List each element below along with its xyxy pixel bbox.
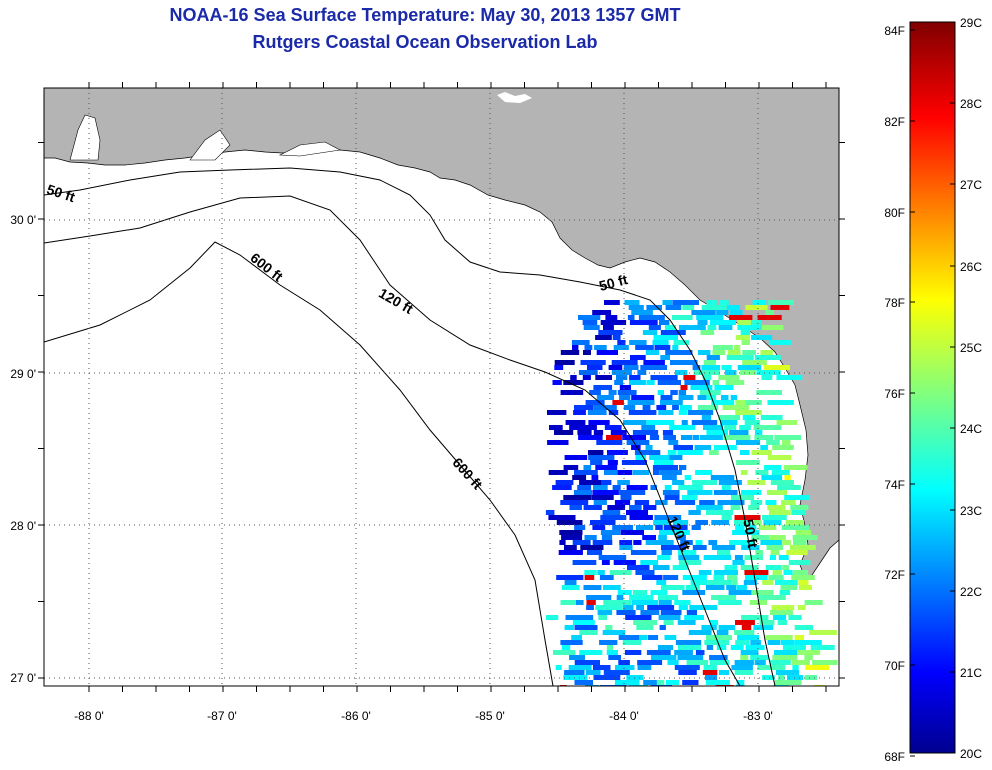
axis-ticks (38, 82, 845, 692)
contour-label: 50 ft (740, 518, 761, 549)
colorbar-c-label: 27C (960, 178, 982, 192)
contour-50ft (44, 167, 776, 686)
map-frame (43, 87, 840, 687)
colorbar-c-label: 21C (960, 666, 982, 680)
colorbar-c-label: 25C (960, 341, 982, 355)
colorbar-f-label: 70F (884, 659, 905, 673)
colorbar-ticks (910, 21, 955, 757)
colorbar-c-label: 26C (960, 260, 982, 274)
lon-label: -86 0' (341, 709, 371, 723)
contour-120ft (44, 195, 741, 686)
colorbar-f-label: 82F (884, 115, 905, 129)
colorbar-c-label: 29C (960, 16, 982, 30)
colorbar-fahrenheit: 84F 82F 80F 78F 76F 74F 72F 70F 68F (884, 24, 905, 764)
lat-label: 30 0' (10, 213, 36, 227)
colorbar-f-label: 78F (884, 296, 905, 310)
bay (189, 129, 231, 161)
lon-label: -85 0' (475, 709, 505, 723)
colorbar-f-label: 74F (884, 478, 905, 492)
contour-label: 50 ft (597, 271, 629, 294)
colorbar-f-label: 84F (884, 24, 905, 38)
colorbar-f-label: 68F (884, 750, 905, 764)
lon-label: -84 0' (609, 709, 639, 723)
lake (497, 92, 532, 103)
colorbar-f-label: 76F (884, 387, 905, 401)
colorbar (909, 21, 956, 754)
colorbar-celsius: 29C 28C 27C 26C 25C 24C 23C 22C 21C 20C (960, 16, 982, 761)
colorbar-f-label: 80F (884, 206, 905, 220)
colorbar-c-label: 20C (960, 747, 982, 761)
lon-label: -87 0' (207, 709, 237, 723)
lat-label: 28 0' (10, 519, 36, 533)
lat-label: 29 0' (10, 367, 36, 381)
colorbar-f-label: 72F (884, 568, 905, 582)
colorbar-c-label: 23C (960, 504, 982, 518)
colorbar-c-label: 28C (960, 97, 982, 111)
map-subtitle: Rutgers Coastal Ocean Observation Lab (252, 32, 598, 52)
contour-600ft (44, 241, 554, 686)
lat-label: 27 0' (10, 671, 36, 685)
bay (278, 141, 341, 157)
colorbar-c-label: 22C (960, 585, 982, 599)
map-title: NOAA-16 Sea Surface Temperature: May 30,… (169, 5, 681, 25)
lon-label: -88 0' (74, 709, 104, 723)
lon-label: -83 0' (743, 709, 773, 723)
island (69, 114, 101, 161)
colorbar-c-label: 24C (960, 422, 982, 436)
